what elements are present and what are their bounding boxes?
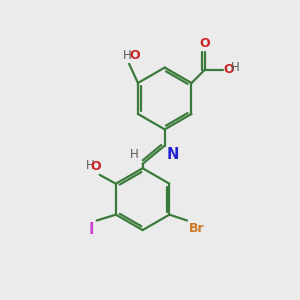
Text: H: H (122, 49, 131, 62)
Text: H: H (231, 61, 240, 74)
Text: I: I (89, 222, 94, 237)
Text: Br: Br (189, 222, 204, 235)
Text: O: O (129, 49, 140, 62)
Text: O: O (200, 37, 210, 50)
Text: H: H (85, 159, 94, 172)
Text: H: H (130, 148, 138, 161)
Text: O: O (224, 63, 234, 76)
Text: O: O (91, 160, 101, 172)
Text: N: N (167, 147, 179, 162)
